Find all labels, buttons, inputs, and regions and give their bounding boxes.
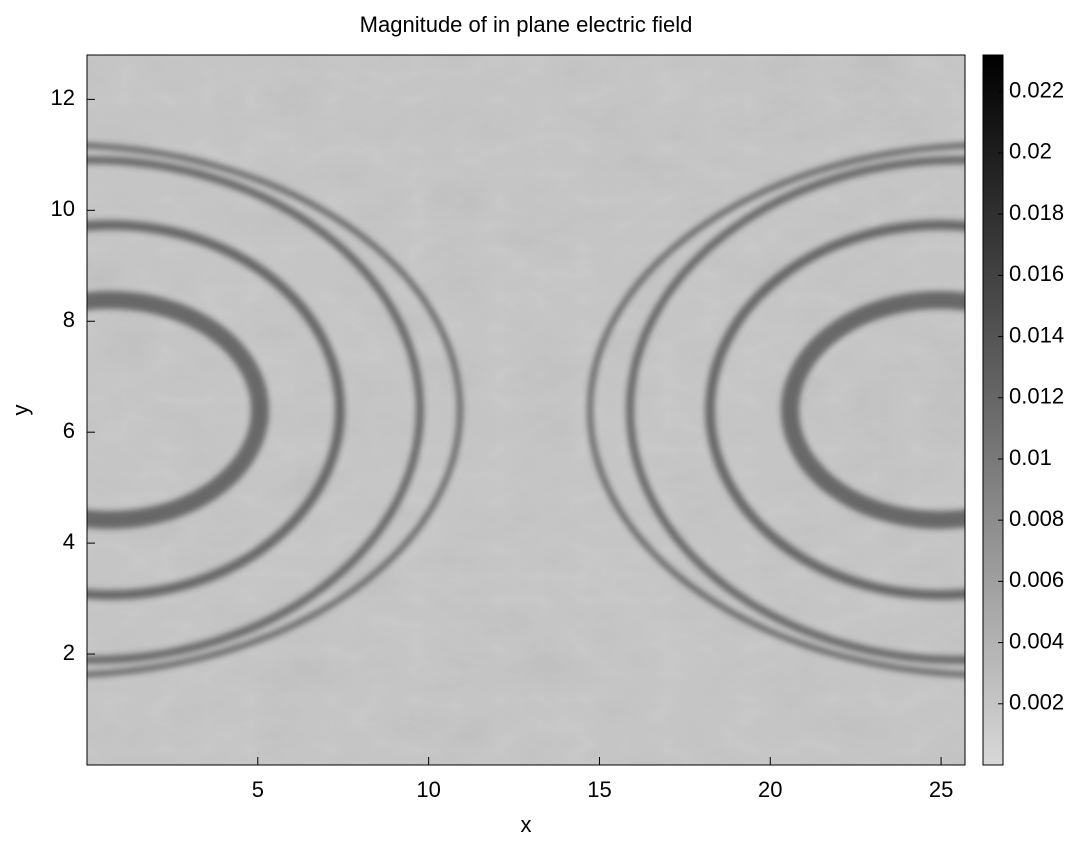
x-axis-label: x: [521, 812, 532, 837]
y-axis-label: y: [8, 405, 33, 416]
x-tick-label: 15: [587, 777, 611, 802]
y-tick-label: 12: [51, 85, 75, 110]
x-tick-label: 5: [252, 777, 264, 802]
colorbar-tick-label: 0.016: [1009, 261, 1064, 286]
chart: Magnitude of in plane electric field x y…: [0, 0, 1086, 839]
x-tick-label: 25: [929, 777, 953, 802]
y-tick-label: 4: [63, 529, 75, 554]
colorbar-tick-label: 0.014: [1009, 322, 1064, 347]
x-tick-label: 10: [416, 777, 440, 802]
colorbar-tick-label: 0.006: [1009, 567, 1064, 592]
y-tick-label: 10: [51, 196, 75, 221]
colorbar: [983, 55, 1003, 765]
chart-title: Magnitude of in plane electric field: [360, 12, 693, 37]
y-tick-label: 2: [63, 640, 75, 665]
colorbar-tick-label: 0.012: [1009, 384, 1064, 409]
colorbar-tick-label: 0.004: [1009, 628, 1064, 653]
colorbar-tick-label: 0.01: [1009, 445, 1052, 470]
y-tick-label: 6: [63, 418, 75, 443]
colorbar-tick-label: 0.02: [1009, 139, 1052, 164]
heatmap-image: [0, 55, 1086, 765]
colorbar-tick-label: 0.008: [1009, 506, 1064, 531]
colorbar-tick-label: 0.018: [1009, 200, 1064, 225]
colorbar-tick-label: 0.022: [1009, 78, 1064, 103]
y-tick-label: 8: [63, 307, 75, 332]
x-tick-label: 20: [758, 777, 782, 802]
colorbar-tick-label: 0.002: [1009, 690, 1064, 715]
